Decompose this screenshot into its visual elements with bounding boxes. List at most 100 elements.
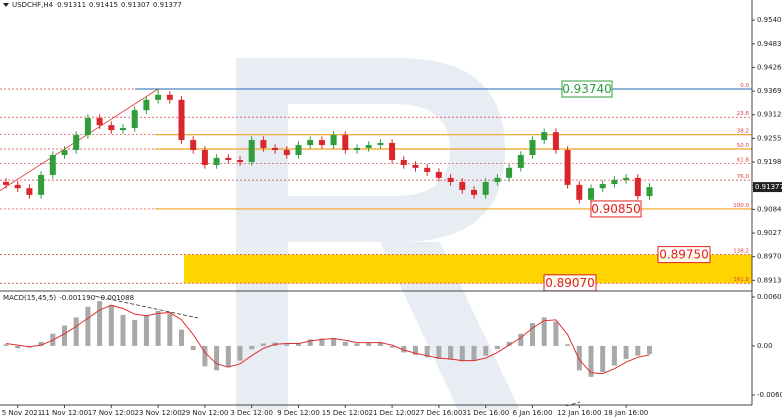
macd-title: MACD(15,45,5)	[3, 294, 56, 302]
chart-header: USDCHF,H4 0.91311 0.91415 0.91307 0.91377	[12, 1, 182, 9]
candle-body	[330, 135, 337, 146]
macd-histogram-bar	[541, 317, 547, 346]
fib-level-label: 50.0	[737, 143, 750, 149]
candle-body	[447, 177, 454, 182]
macd-histogram-bar	[494, 345, 500, 350]
candle-body	[365, 145, 372, 148]
fib-level-label: 38.2	[737, 129, 749, 135]
macd-histogram-bar	[576, 345, 582, 371]
candle-body	[155, 94, 162, 100]
candle-body	[552, 132, 559, 151]
candle-body	[354, 147, 360, 151]
macd-histogram-bar	[307, 339, 313, 346]
macd-histogram-bar	[518, 333, 524, 346]
x-tick-label: 6 Jan 16:00	[513, 409, 553, 417]
candle-body	[213, 157, 220, 165]
macd-histogram-bar	[565, 344, 571, 346]
candle-body	[38, 174, 45, 195]
x-tick-label: 17 Nov 12:00	[88, 409, 135, 417]
macd-histogram-bar	[85, 306, 91, 346]
macd-histogram-bar	[389, 345, 395, 348]
plot-layer: 0.0 23.6 38.2 50.0 61.8 76.0 100.0 138.2 161.8 0.…	[0, 16, 782, 417]
macd-histogram-bar	[459, 345, 465, 362]
macd-histogram-bar	[377, 341, 383, 346]
candle-body	[389, 142, 396, 160]
candle-body	[646, 187, 653, 197]
menu-arrow[interactable]	[3, 3, 9, 7]
candle-body	[307, 140, 314, 146]
candle-body	[143, 99, 150, 111]
candle-body	[424, 167, 431, 173]
fib-level-label: 61.8	[737, 157, 750, 163]
last-price-label: 0.91377	[755, 183, 782, 191]
candle-body	[96, 118, 103, 126]
price-annotation-label: 0.90850	[591, 202, 641, 216]
macd-histogram-bar	[179, 329, 184, 346]
macd-histogram-bar	[62, 325, 67, 346]
macd-histogram-bar	[225, 345, 231, 368]
price-annotation-label: 0.89750	[659, 248, 709, 262]
candle-body	[120, 128, 126, 131]
quote-close: 0.91377	[153, 1, 182, 9]
macd-histogram-bar	[260, 343, 266, 346]
candle-body	[599, 184, 606, 189]
price-annotation-label: 0.93740	[562, 82, 612, 96]
x-tick-label: 18 Jan 16:00	[604, 409, 648, 417]
candle-body	[494, 177, 501, 182]
candle-body	[84, 118, 91, 136]
macd-histogram-bar	[331, 337, 337, 346]
candle-body	[272, 147, 279, 151]
macd-histogram-bar	[132, 319, 138, 346]
macd-histogram-bar	[413, 345, 418, 355]
candle-body	[506, 167, 513, 178]
watermark-logo	[236, 58, 520, 410]
macd-histogram-bar	[342, 341, 348, 346]
candle-body	[412, 164, 419, 168]
macd-histogram-bar	[108, 305, 114, 346]
macd-histogram-bar	[296, 343, 301, 346]
candle-body	[14, 184, 21, 189]
macd-histogram-bar	[600, 345, 606, 372]
macd-header: MACD(15,45,5) -0.001190 -0.001088	[3, 294, 134, 302]
macd-y-tick-label: 0.006008	[757, 293, 782, 301]
macd-signal: -0.001088	[98, 294, 134, 302]
candle-body	[471, 189, 477, 195]
macd-histogram-bar	[448, 345, 454, 360]
macd-histogram-bar	[38, 341, 44, 346]
candle-body	[459, 181, 466, 190]
candle-body	[564, 150, 571, 185]
price-annotation-box	[657, 246, 711, 264]
fib-level-label: 0.0	[740, 83, 749, 89]
macd-histogram-bar	[611, 345, 617, 366]
candle-body	[623, 177, 630, 180]
macd-histogram-bar	[202, 345, 208, 367]
candle-body	[237, 159, 243, 163]
macd-signal-line	[5, 304, 650, 375]
macd-histogram-bar	[588, 345, 594, 377]
macd-histogram-bar	[190, 345, 196, 350]
candle-body	[342, 135, 349, 151]
fib-level-label: 76.0	[737, 174, 750, 180]
quote-high: 0.91415	[89, 1, 118, 9]
macd-main: -0.001190	[59, 294, 95, 302]
x-tick-label: 21 Dec 12:00	[369, 409, 416, 417]
candle-body	[482, 181, 489, 195]
candle-body	[201, 150, 208, 165]
macd-histogram-bar	[436, 345, 442, 359]
x-tick-label: 3 Dec 12:00	[230, 409, 273, 417]
macd-histogram-bar	[167, 313, 173, 346]
macd-histogram-bar	[155, 310, 161, 346]
macd-y-tick-label: -0.006028	[757, 391, 782, 399]
candle-body	[248, 140, 255, 163]
macd-histogram-bar	[214, 345, 220, 371]
x-tick-label: 31 Dec 16:00	[462, 409, 509, 417]
macd-histogram-bar	[553, 321, 559, 346]
